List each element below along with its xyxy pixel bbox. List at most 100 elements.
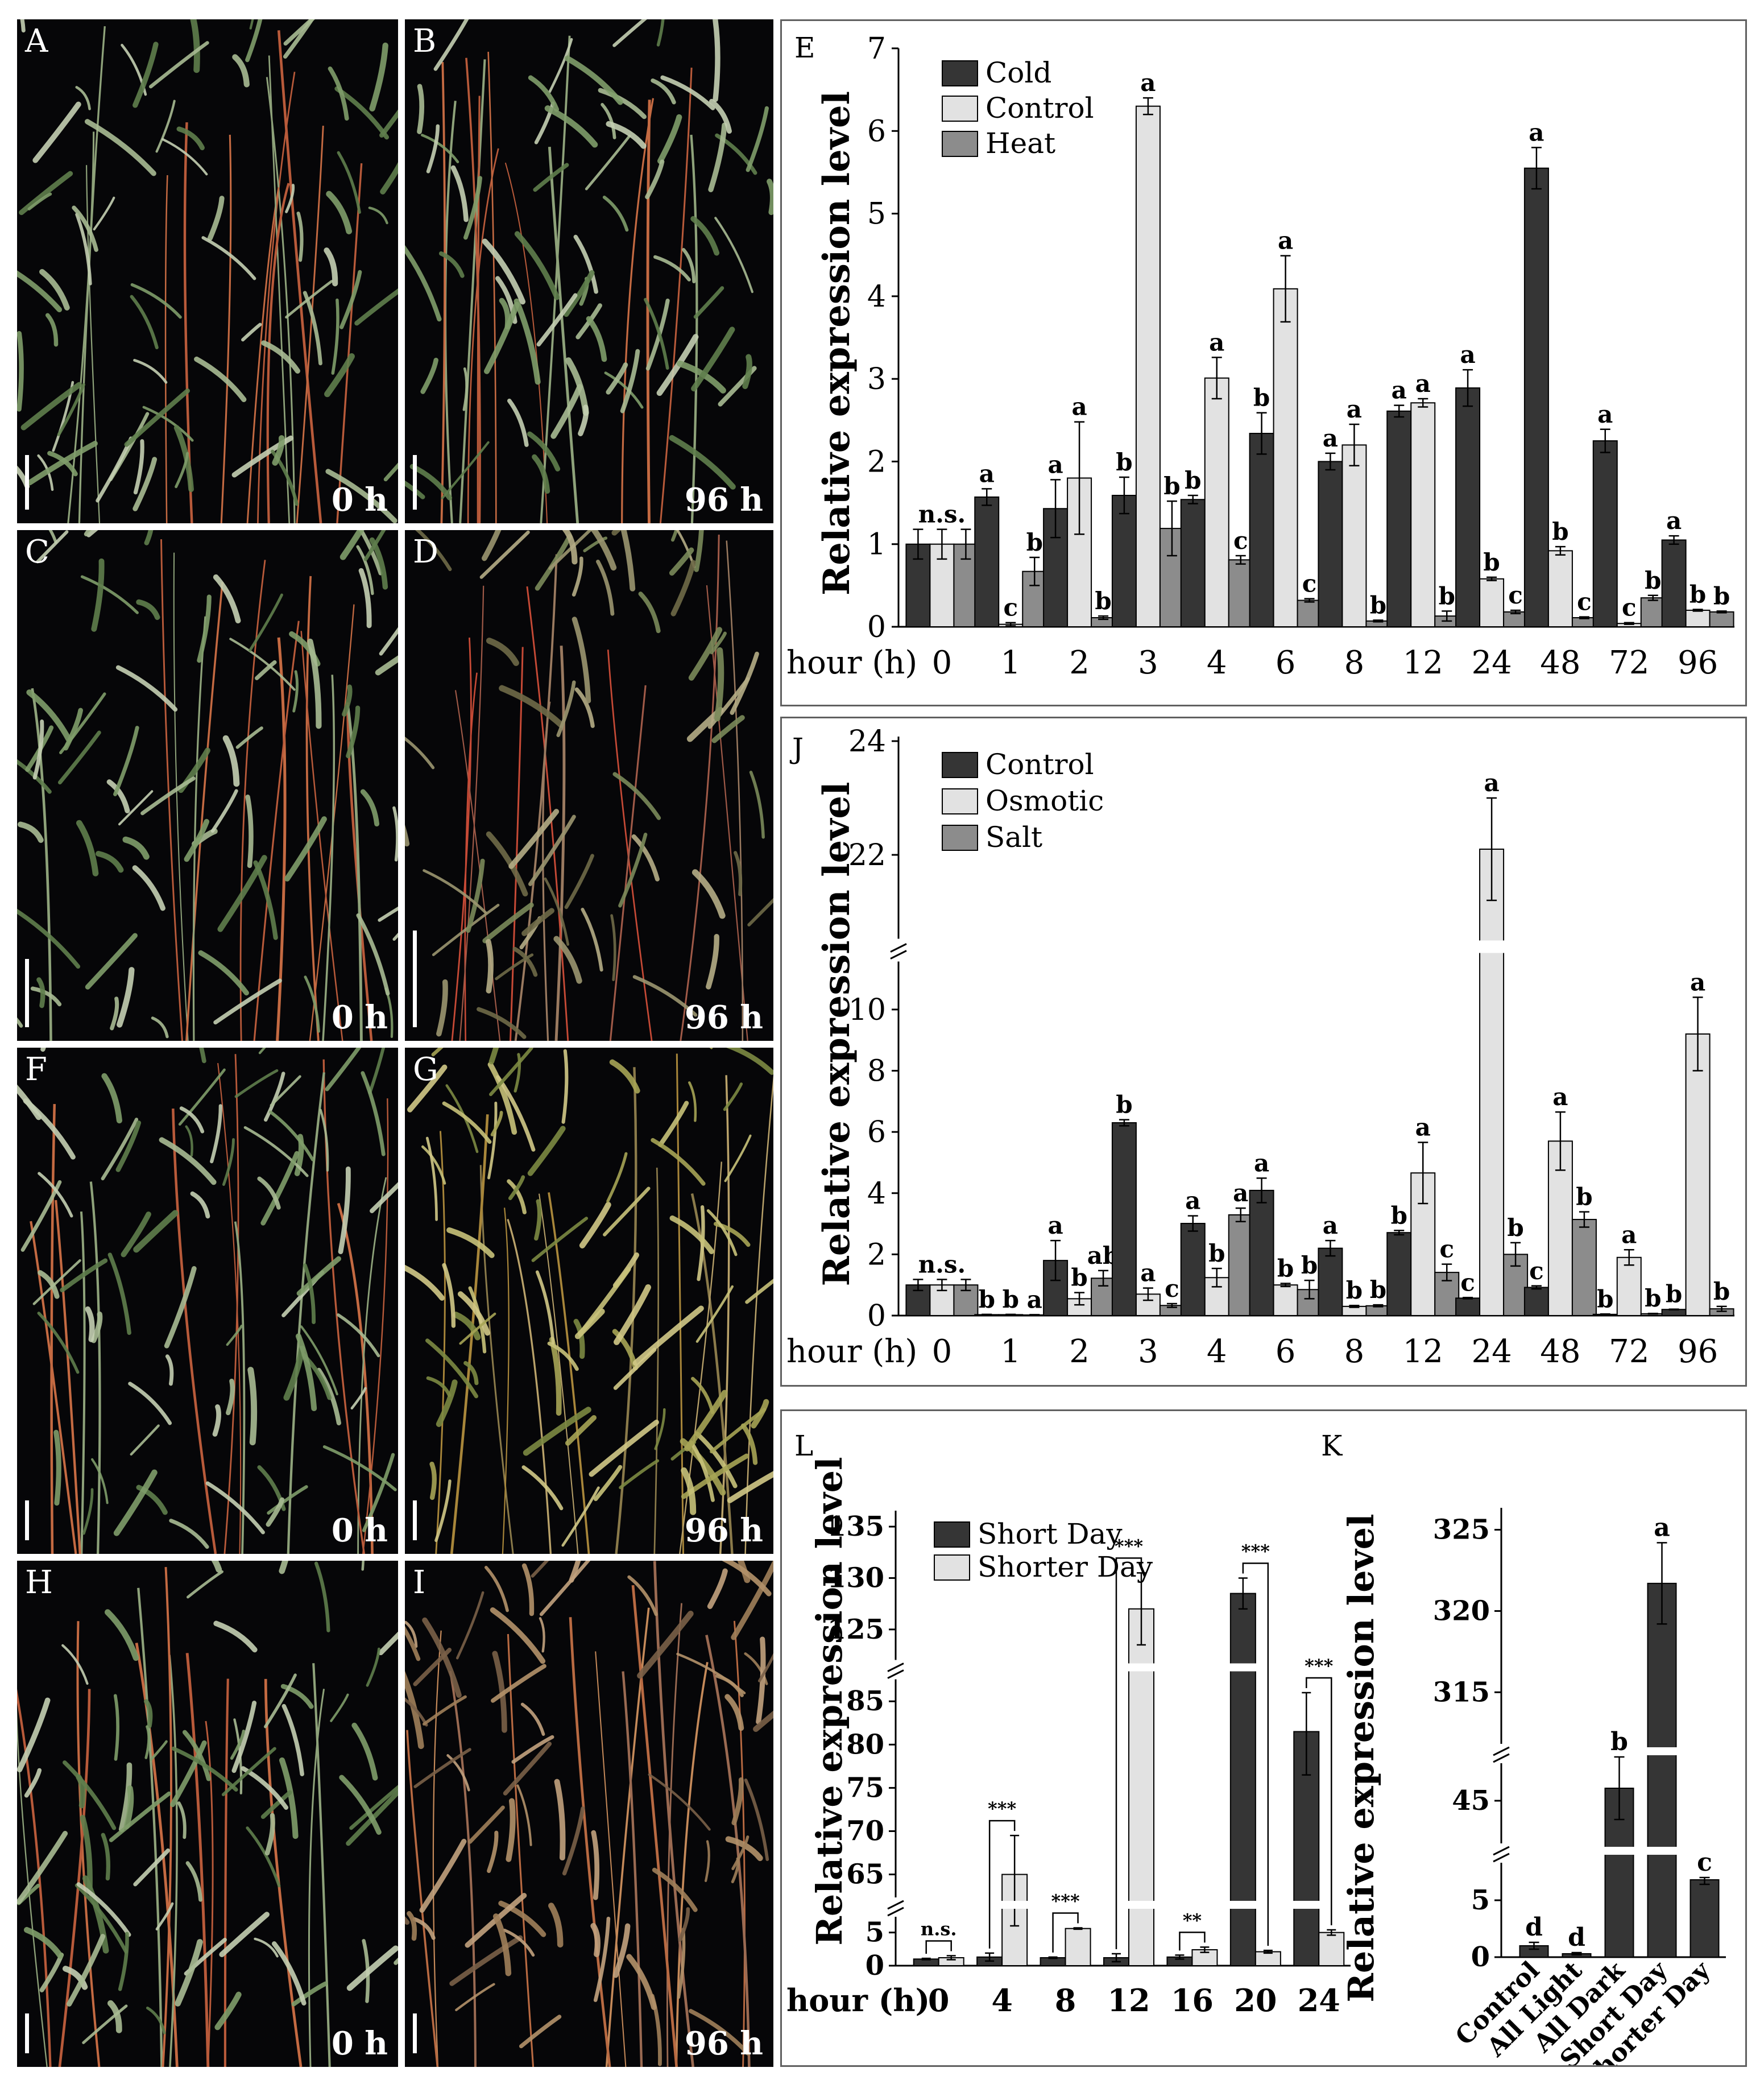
plant-stem [266, 183, 290, 523]
bar-break-gap [1477, 940, 1506, 953]
bar [1180, 499, 1206, 628]
plant-stem [733, 1620, 746, 2067]
bar [1297, 599, 1322, 627]
plant-leaf [744, 1652, 768, 1685]
plant-stem [346, 705, 363, 1041]
plant-stem [514, 554, 558, 1041]
significance-letter: d [1568, 1923, 1585, 1952]
plant-leaf [358, 568, 372, 628]
x-tick-label: 24 [1471, 644, 1512, 681]
x-tick-label: 48 [1540, 644, 1580, 681]
plant-stem [666, 1603, 682, 2067]
plant-leaf [379, 627, 398, 656]
plant-leaf [429, 1461, 437, 1500]
plant-leaf [18, 821, 44, 843]
plant-leaf [602, 196, 629, 232]
plant-leaf [284, 816, 327, 882]
plant-leaf [495, 953, 534, 981]
x-tick-label: 3 [1138, 1333, 1158, 1370]
plant-leaf [375, 655, 398, 676]
plant-leaf [67, 1934, 106, 2007]
significance-letter: b [1713, 582, 1730, 610]
plant-leaf [285, 184, 295, 213]
plant-leaf [176, 126, 205, 151]
plant-leaf [612, 19, 647, 47]
plant-leaf [751, 1399, 769, 1429]
plant-leaf [230, 1729, 246, 1760]
plant-leaf [91, 558, 105, 632]
bar [1341, 444, 1367, 627]
plant-stem [569, 1617, 611, 2067]
plant-leaf [20, 1180, 62, 1252]
plant-leaf [407, 1064, 448, 1113]
plant-leaf [23, 1098, 76, 1160]
plant-leaf [507, 398, 529, 447]
legend-swatch [942, 131, 978, 157]
plant-leaf [492, 1651, 507, 1733]
bar [1523, 167, 1549, 627]
scale-bar [413, 2013, 417, 2053]
plant-leaf [482, 238, 526, 305]
plant-leaf [613, 1347, 657, 1390]
y-tick-label: 2 [867, 1238, 886, 1272]
plant-leaf [688, 627, 723, 681]
plant-leaf [594, 1465, 623, 1502]
plant-leaf [651, 78, 676, 105]
significance-letter: b [1208, 1239, 1225, 1267]
plant-leaf [744, 1778, 769, 1862]
plant-leaf [433, 19, 469, 71]
plant-leaf [601, 103, 616, 139]
bar [1479, 849, 1505, 1316]
bar [1709, 611, 1734, 627]
y-tick-label: 0 [867, 610, 886, 644]
plant-leaf [695, 1285, 734, 1343]
plant-leaf [146, 2006, 166, 2034]
plant-leaf [656, 19, 665, 47]
plant-leaf [245, 19, 263, 63]
plant-leaf [561, 1049, 569, 1124]
plant-leaf [610, 914, 616, 981]
y-axis-label: Relative expression level [815, 91, 858, 596]
plant-leaf [693, 286, 724, 319]
plant-leaf [63, 708, 83, 751]
plant-leaf [363, 530, 386, 561]
photo-panel-i: I 96 h [405, 1561, 773, 2067]
plant-leaf [753, 1710, 773, 1732]
plant-leaf [362, 1453, 395, 1532]
plant-leaf [564, 270, 595, 317]
plant-leaf [155, 1902, 174, 1930]
plant-leaf [707, 1568, 728, 1609]
plant-leaf [727, 1471, 773, 1503]
plant-leaf [319, 1109, 329, 1172]
plant-leaf [106, 779, 130, 813]
plant-leaf [434, 1479, 452, 1543]
plant-stem [192, 616, 206, 1041]
plant-leaf [339, 1775, 382, 1835]
plant-leaf [426, 124, 440, 173]
significance-letter: c [1302, 570, 1317, 598]
plant-leaf [205, 1481, 265, 1535]
x-tick-label: 4 [1207, 1333, 1227, 1370]
plant-leaf [405, 1626, 421, 1661]
plant-leaf [211, 1561, 222, 1573]
bar-break-gap [1000, 1901, 1029, 1909]
axis-break-mark [887, 1907, 904, 1917]
plant-stem [659, 67, 693, 523]
y-tick-label: 6 [867, 1115, 886, 1149]
plant-image [17, 19, 398, 523]
x-tick-label: 24 [1298, 1982, 1340, 2019]
plant-leaf [548, 1903, 564, 1948]
plant-leaf [611, 530, 622, 536]
plant-stem [451, 637, 472, 1041]
plant-leaf [731, 1835, 750, 1871]
plant-stem [504, 162, 548, 523]
y-tick-label: 85 [846, 1685, 884, 1717]
plant-leaf [169, 1519, 209, 1549]
plant-leaf [133, 439, 144, 495]
scale-bar [25, 959, 29, 1027]
plant-leaf [413, 1748, 471, 1788]
plant-leaf [710, 631, 727, 655]
plant-leaf [498, 1900, 546, 1937]
plant-leaf [132, 42, 159, 108]
plant-leaf [304, 975, 320, 1033]
